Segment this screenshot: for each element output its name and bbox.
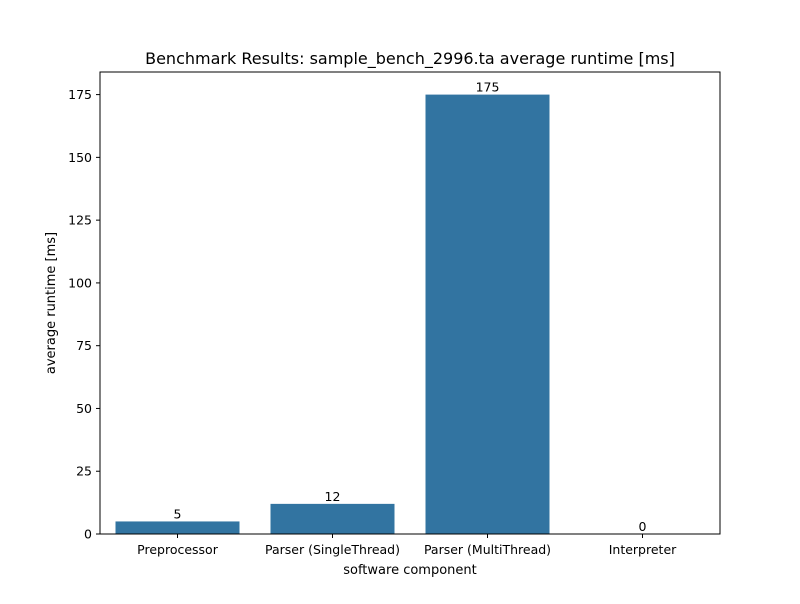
plot-area-frame [99,71,721,535]
y-tick-label-3: 75 [76,338,92,353]
y-tick-label-5: 125 [68,213,92,228]
x-tick-label-1: Parser (SingleThread) [265,542,400,557]
y-axis-ticks: 0 25 50 75 100 125 150 175 [68,87,100,542]
x-tick-label-0: Preprocessor [137,542,219,557]
bar-1 [270,503,395,534]
x-tick-label-3: Interpreter [609,542,677,557]
y-axis-label: average runtime [ms] [44,232,59,374]
bar-2 [425,94,550,534]
bar-0 [115,521,240,534]
y-tick-label-7: 175 [68,87,92,102]
y-tick-label-0: 0 [84,527,92,542]
data-label-1: 12 [325,489,341,504]
x-tick-label-2: Parser (MultiThread) [424,542,551,557]
x-axis-ticks: Preprocessor Parser (SingleThread) Parser … [137,534,677,557]
data-label-0: 5 [174,506,182,521]
data-label-3: 0 [639,519,647,534]
y-tick-label-4: 100 [68,275,92,290]
y-tick-label-1: 25 [76,464,92,479]
chart-title: Benchmark Results: sample_bench_2996.ta … [145,49,675,69]
bars-layer [115,94,550,534]
x-axis-label: software component [343,563,477,578]
y-tick-label-6: 150 [68,150,92,165]
y-tick-label-2: 50 [76,401,92,416]
data-labels-layer: 5 12 175 0 [174,80,647,534]
data-label-2: 175 [476,80,500,95]
